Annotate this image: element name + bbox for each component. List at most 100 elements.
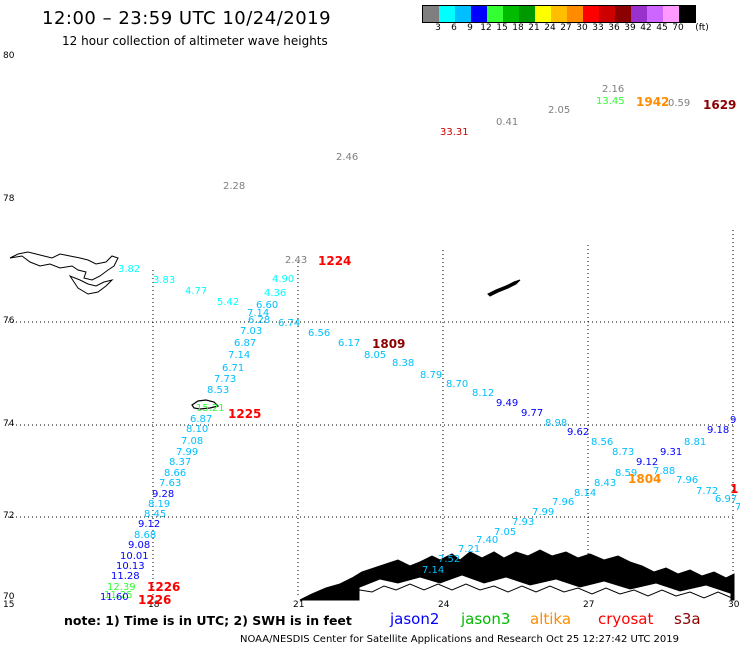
- wave-height-label: 7.40: [476, 535, 499, 546]
- wave-height-label: 3.83: [153, 275, 176, 286]
- wave-height-label: 8.43: [594, 478, 617, 489]
- legend-label: 45: [656, 23, 668, 33]
- legend-swatch: [679, 6, 695, 22]
- longitude-label: 30: [728, 600, 740, 610]
- svalbard-inlet: [68, 274, 114, 295]
- wave-height-label: 7.03: [240, 326, 263, 337]
- satellite-jason2: jason2: [390, 610, 440, 628]
- longitude-label: 21: [293, 600, 305, 610]
- wave-height-label: 8.12: [472, 388, 495, 399]
- wave-height-label: 2.28: [223, 181, 246, 192]
- pass-time-label: 1942: [636, 95, 670, 109]
- map-subtitle: 12 hour collection of altimeter wave hei…: [62, 34, 328, 48]
- wave-height-label: 9.18: [707, 425, 730, 436]
- wave-height-label: 8.59: [615, 468, 638, 479]
- legend-swatch: [599, 6, 615, 22]
- wave-height-label: 7.08: [181, 436, 204, 447]
- legend-swatch: [551, 6, 567, 22]
- legend-swatch: [567, 6, 583, 22]
- wave-height-label: 8.38: [392, 358, 415, 369]
- wave-height-label: 13.45: [596, 96, 625, 107]
- wave-height-label: 2.46: [336, 152, 359, 163]
- color-legend-bar: [422, 5, 696, 23]
- wave-height-label: 7.52: [438, 554, 461, 565]
- wave-height-label: 8.53: [207, 385, 230, 396]
- wave-height-label: 11.60: [100, 592, 129, 603]
- wave-height-label: 8.45: [144, 509, 167, 520]
- wave-height-label: 7.14: [228, 350, 251, 361]
- legend-swatch: [631, 6, 647, 22]
- legend-swatch: [663, 6, 679, 22]
- pass-time-label: 1809: [372, 337, 406, 351]
- wave-height-label: 7.63: [159, 478, 182, 489]
- legend-label: 15: [496, 23, 508, 33]
- wave-height-label: 9: [730, 415, 737, 426]
- wave-height-label: 9.49: [496, 398, 519, 409]
- legend-label: 36: [608, 23, 620, 33]
- credit-line: NOAA/NESDIS Center for Satellite Applica…: [240, 634, 679, 645]
- pass-time-label: 1224: [318, 254, 352, 268]
- wave-height-label: 7.14: [422, 565, 445, 576]
- satellite-cryosat: cryosat: [598, 610, 654, 628]
- wave-height-label: 7.99: [532, 507, 555, 518]
- longitude-label: 18: [148, 600, 160, 610]
- wave-height-label: 11.25: [104, 590, 133, 601]
- legend-label: 33: [592, 23, 604, 33]
- pass-time-label: 1: [730, 482, 739, 496]
- latitude-label: 72: [3, 511, 15, 521]
- latitude-label: 76: [3, 316, 15, 326]
- legend-label: 3: [435, 23, 441, 33]
- wave-height-label: 8.56: [591, 437, 614, 448]
- wave-height-label: 6.97: [715, 494, 738, 505]
- legend-label: 42: [640, 23, 652, 33]
- wave-height-label: 5.42: [217, 297, 240, 308]
- wave-height-label: 4.77: [185, 286, 208, 297]
- note-text: note: 1) Time is in UTC; 2) SWH is in fe…: [64, 613, 352, 628]
- legend-swatch: [439, 6, 455, 22]
- wave-height-label: 0.59: [668, 98, 691, 109]
- satellite-s3a: s3a: [674, 610, 701, 628]
- hopen-island: [487, 279, 521, 297]
- pass-time-label: 1629: [703, 98, 737, 112]
- lat-lon-grid: [8, 230, 734, 598]
- wave-height-label: 7.93: [512, 517, 535, 528]
- wave-height-label: 6.60: [256, 300, 279, 311]
- pass-time-label: 1804: [628, 472, 662, 486]
- legend-label: 12: [480, 23, 492, 33]
- wave-height-label: 0.41: [496, 117, 519, 128]
- wave-height-label: 6.17: [338, 338, 361, 349]
- wave-height-label: 7: [735, 502, 740, 513]
- wave-height-label: 12.39: [107, 582, 136, 593]
- legend-swatch: [615, 6, 631, 22]
- wave-height-label: 8.19: [148, 499, 171, 510]
- legend-swatch: [647, 6, 663, 22]
- wave-height-label: 8.66: [164, 468, 187, 479]
- wave-height-label: 7.73: [214, 374, 237, 385]
- wave-height-label: 9.77: [521, 408, 544, 419]
- latitude-label: 74: [3, 419, 15, 429]
- pass-time-label: 1226: [138, 593, 172, 607]
- wave-height-label: 7.88: [653, 466, 676, 477]
- bjornoya-island: [191, 399, 220, 410]
- wave-height-label: 9.28: [152, 489, 175, 500]
- wave-height-label: 9.31: [660, 447, 683, 458]
- wave-height-label: 15.21: [196, 403, 225, 414]
- wave-height-label: 9.12: [636, 457, 659, 468]
- legend-swatch: [455, 6, 471, 22]
- legend-swatch: [535, 6, 551, 22]
- wave-height-label: 6.74: [278, 318, 301, 329]
- wave-height-label: 33.31: [440, 127, 469, 138]
- legend-swatch: [519, 6, 535, 22]
- pass-time-label: 1226: [147, 580, 181, 594]
- legend-label: 27: [560, 23, 572, 33]
- wave-height-label: 2.16: [602, 84, 625, 95]
- satellite-altika: altika: [530, 610, 572, 628]
- wave-height-label: 3.82: [118, 264, 141, 275]
- wave-height-label: 7.21: [458, 544, 481, 555]
- wave-height-label: 9.62: [567, 427, 590, 438]
- wave-height-label: 8.05: [364, 350, 387, 361]
- legend-label: 39: [624, 23, 636, 33]
- longitude-label: 15: [3, 600, 15, 610]
- latitude-label: 80: [3, 51, 15, 61]
